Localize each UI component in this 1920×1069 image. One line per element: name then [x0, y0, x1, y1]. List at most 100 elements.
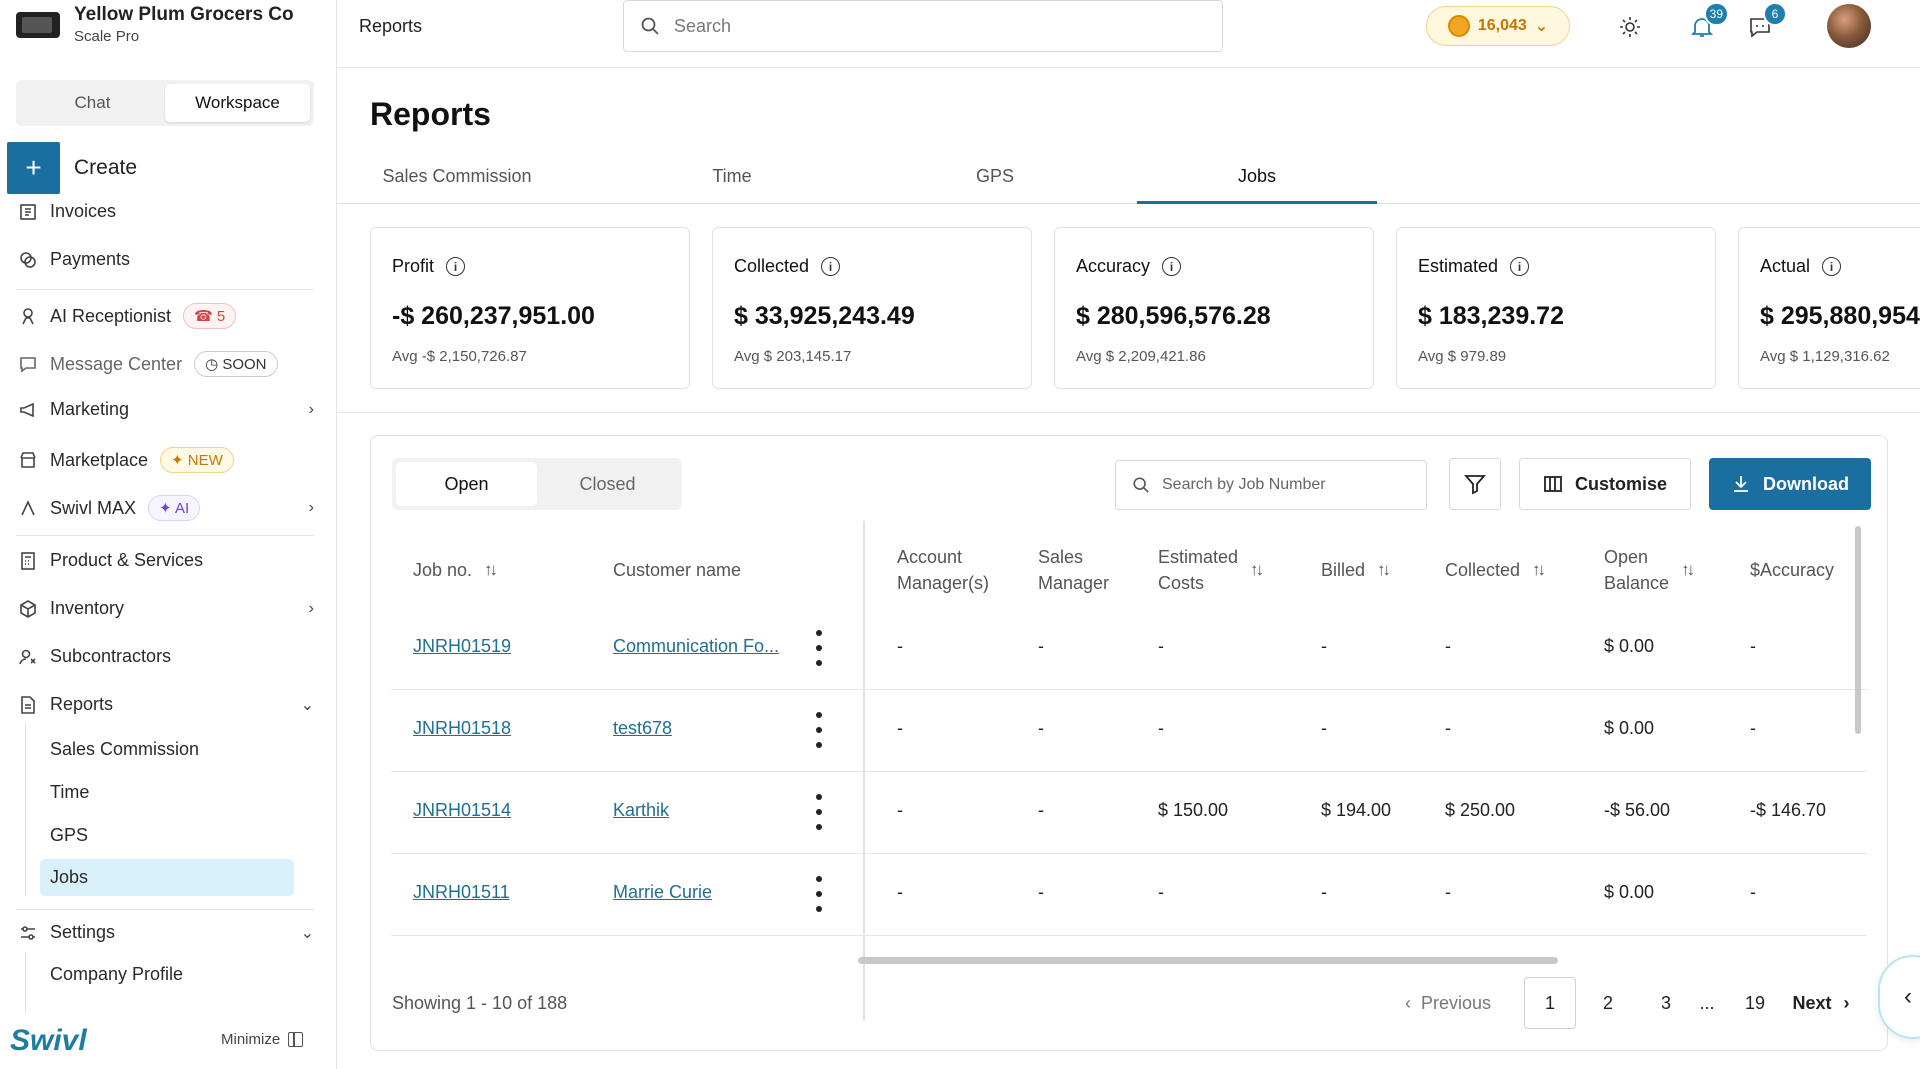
col-job-no[interactable]: Job no. ↑↓	[413, 557, 498, 583]
tab-gps[interactable]: GPS	[975, 166, 1014, 186]
customer-link[interactable]: Marrie Curie	[613, 882, 713, 902]
sidebar: Yellow Plum Grocers Co Scale Pro Chat Wo…	[0, 0, 337, 1069]
subnav-gps[interactable]: GPS	[50, 825, 89, 845]
sidebar-item-swivl-max[interactable]: Swivl MAX ✦ AI ›	[18, 495, 314, 521]
job-number-link[interactable]: JNRH01514	[413, 800, 512, 820]
horizontal-scrollbar[interactable]	[858, 957, 1558, 964]
coins-dropdown[interactable]: 16,043 ⌄	[1426, 6, 1570, 46]
sort-icon: ↑↓	[1532, 560, 1546, 579]
sidebar-item-marketing[interactable]: Marketing ›	[18, 399, 314, 420]
chevron-down-icon: ⌄	[300, 696, 314, 714]
sidebar-item-payments[interactable]: Payments	[18, 249, 314, 270]
customer-link[interactable]: Karthik	[613, 800, 670, 820]
download-button[interactable]: Download	[1709, 458, 1871, 510]
sidebar-item-ai-receptionist[interactable]: AI Receptionist ☎ 5	[18, 303, 314, 329]
info-icon[interactable]: i	[1822, 257, 1842, 276]
search-icon	[1133, 477, 1149, 493]
more-vertical-icon[interactable]	[815, 712, 823, 748]
filter-icon	[1464, 475, 1486, 495]
tab-jobs[interactable]: Jobs	[1237, 166, 1277, 186]
col-account-managers: Account Manager(s)	[897, 547, 990, 593]
subnav-sales-commission[interactable]: Sales Commission	[50, 739, 200, 759]
sort-icon: ↑↓	[1681, 560, 1695, 579]
job-number-link[interactable]: JNRH01519	[413, 636, 512, 656]
sidebar-item-subcontractors[interactable]: Subcontractors	[18, 646, 314, 667]
info-icon[interactable]: i	[446, 257, 466, 276]
billed-cell: -	[1321, 718, 1327, 738]
subnav-company-profile[interactable]: Company Profile	[50, 964, 184, 984]
estimated-cell: $ 150.00	[1158, 800, 1229, 820]
card-estimated: Estimated i $ 183,239.72 Avg $ 979.89	[1396, 227, 1716, 389]
customer-link[interactable]: Communication Fo...	[613, 636, 780, 656]
card-value: -$ 260,237,951.00	[392, 302, 595, 330]
info-icon[interactable]: i	[821, 257, 841, 276]
sidebar-item-message-center[interactable]: Message Center ◷ SOON	[18, 351, 314, 377]
invoice-icon	[18, 202, 38, 222]
tab-sales-commission[interactable]: Sales Commission	[382, 166, 532, 186]
new-badge: ✦ NEW	[160, 447, 234, 473]
subnav-line	[25, 952, 26, 1012]
vertical-scrollbar[interactable]	[1855, 526, 1861, 734]
account-manager-cell: -	[897, 882, 903, 902]
messages-button[interactable]: 6	[1745, 2, 1787, 42]
sidebar-item-marketplace[interactable]: Marketplace ✦ NEW	[18, 447, 314, 473]
pagination-summary: Showing 1 - 10 of 188	[392, 993, 568, 1013]
filter-button[interactable]	[1449, 458, 1501, 510]
sidebar-item-invoices[interactable]: Invoices	[18, 201, 314, 222]
sidebar-item-reports[interactable]: Reports ⌄	[18, 694, 314, 715]
more-vertical-icon[interactable]	[815, 794, 823, 830]
account-manager-cell: -	[897, 800, 903, 820]
global-search-input[interactable]: Search	[623, 0, 1223, 52]
collected-cell: -	[1445, 636, 1451, 656]
col-accuracy[interactable]: $Accuracy	[1750, 560, 1835, 580]
sidebar-item-label: Swivl MAX	[50, 497, 137, 518]
tab-open[interactable]: Open	[396, 462, 537, 506]
sidebar-item-product-services[interactable]: Product & Services	[18, 550, 314, 571]
job-search-input[interactable]: Search by Job Number	[1115, 460, 1427, 510]
next-page-button[interactable]: Next ›	[1792, 992, 1850, 1013]
sidebar-item-inventory[interactable]: Inventory ›	[18, 598, 314, 619]
col-collected[interactable]: Collected ↑↓	[1445, 557, 1546, 583]
job-number-link[interactable]: JNRH01518	[413, 718, 512, 738]
collapse-panel-button[interactable]: ‹	[1878, 955, 1920, 1039]
info-icon[interactable]: i	[1510, 257, 1530, 276]
megaphone-icon	[18, 400, 38, 420]
info-icon[interactable]: i	[1162, 257, 1182, 276]
page-button[interactable]: 2	[1602, 992, 1613, 1013]
table-row: JNRH01511 Marrie Curie - - - - - $ 0.00 …	[391, 854, 1867, 936]
customise-button[interactable]: Customise	[1519, 458, 1691, 510]
col-billed[interactable]: Billed ↑↓	[1321, 557, 1391, 583]
job-number-link[interactable]: JNRH01511	[413, 882, 510, 902]
col-open-balance[interactable]: Open Balance ↑↓	[1604, 547, 1695, 593]
notifications-button[interactable]: 39	[1687, 2, 1729, 42]
status-switch: Open Closed	[392, 458, 682, 510]
sidebar-item-label: AI Receptionist	[50, 305, 172, 326]
company-switcher[interactable]: Yellow Plum Grocers Co Scale Pro	[16, 4, 294, 45]
customer-link[interactable]: test678	[613, 718, 673, 738]
subnav-time[interactable]: Time	[50, 782, 90, 802]
col-estimated-costs[interactable]: Estimated Costs ↑↓	[1158, 547, 1264, 593]
page-button[interactable]: 1	[1524, 977, 1576, 1029]
more-vertical-icon[interactable]	[815, 630, 823, 666]
chevron-right-icon: ›	[1843, 992, 1850, 1013]
chevron-down-icon: ⌄	[1534, 18, 1549, 35]
tab-workspace[interactable]: Workspace	[165, 84, 310, 122]
minimize-button[interactable]: Minimize	[221, 1031, 304, 1048]
table-row: JNRH01514 Karthik - - $ 150.00 $ 194.00 …	[391, 772, 1867, 854]
tab-closed[interactable]: Closed	[579, 473, 636, 494]
subnav-jobs[interactable]: Jobs	[40, 859, 294, 896]
card-value: $ 183,239.72	[1418, 302, 1564, 330]
sidebar-item-label: Product & Services	[50, 550, 204, 570]
tab-time[interactable]: Time	[712, 166, 752, 186]
sidebar-item-settings[interactable]: Settings ⌄	[18, 922, 314, 943]
page-button[interactable]: 19	[1744, 992, 1766, 1013]
coins-value: 16,043	[1477, 17, 1527, 34]
theme-toggle-button[interactable]	[1615, 12, 1645, 42]
avatar[interactable]	[1827, 4, 1871, 48]
accuracy-cell: -	[1750, 882, 1756, 902]
page-button[interactable]: 3	[1660, 992, 1671, 1013]
more-vertical-icon[interactable]	[815, 876, 823, 912]
previous-page-button[interactable]: ‹ Previous	[1404, 992, 1492, 1013]
create-button[interactable]: + Create	[7, 142, 137, 194]
tab-chat[interactable]: Chat	[74, 93, 111, 112]
